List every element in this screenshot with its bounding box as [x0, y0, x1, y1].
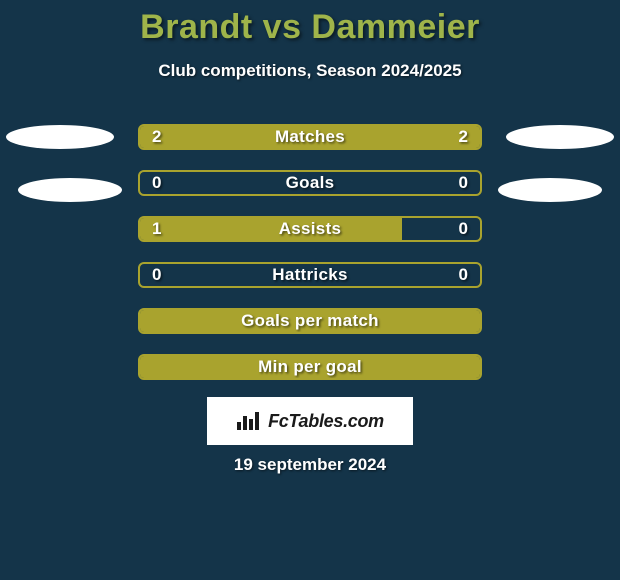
brand-text: FcTables.com: [268, 411, 384, 432]
stat-row: 10Assists: [138, 216, 482, 242]
decorative-ellipse: [506, 125, 614, 149]
stat-label: Min per goal: [140, 356, 480, 378]
stat-label: Goals: [140, 172, 480, 194]
decorative-ellipse: [498, 178, 602, 202]
stat-label: Hattricks: [140, 264, 480, 286]
brand-badge: FcTables.com: [207, 397, 413, 445]
bars-icon: [236, 410, 262, 432]
comparison-infographic: Brandt vs Dammeier Club competitions, Se…: [0, 0, 620, 580]
stat-row: 00Hattricks: [138, 262, 482, 288]
stat-label: Matches: [140, 126, 480, 148]
subtitle: Club competitions, Season 2024/2025: [0, 61, 620, 81]
page-title: Brandt vs Dammeier: [0, 0, 620, 47]
date-text: 19 september 2024: [0, 455, 620, 475]
decorative-ellipse: [6, 125, 114, 149]
stat-row: 00Goals: [138, 170, 482, 196]
stat-label: Assists: [140, 218, 480, 240]
stat-row: Min per goal: [138, 354, 482, 380]
stat-label: Goals per match: [140, 310, 480, 332]
stat-row: 22Matches: [138, 124, 482, 150]
stat-row: Goals per match: [138, 308, 482, 334]
decorative-ellipse: [18, 178, 122, 202]
stat-rows: 22Matches 00Goals 10Assists 00Hattricks Goal…: [138, 124, 482, 400]
